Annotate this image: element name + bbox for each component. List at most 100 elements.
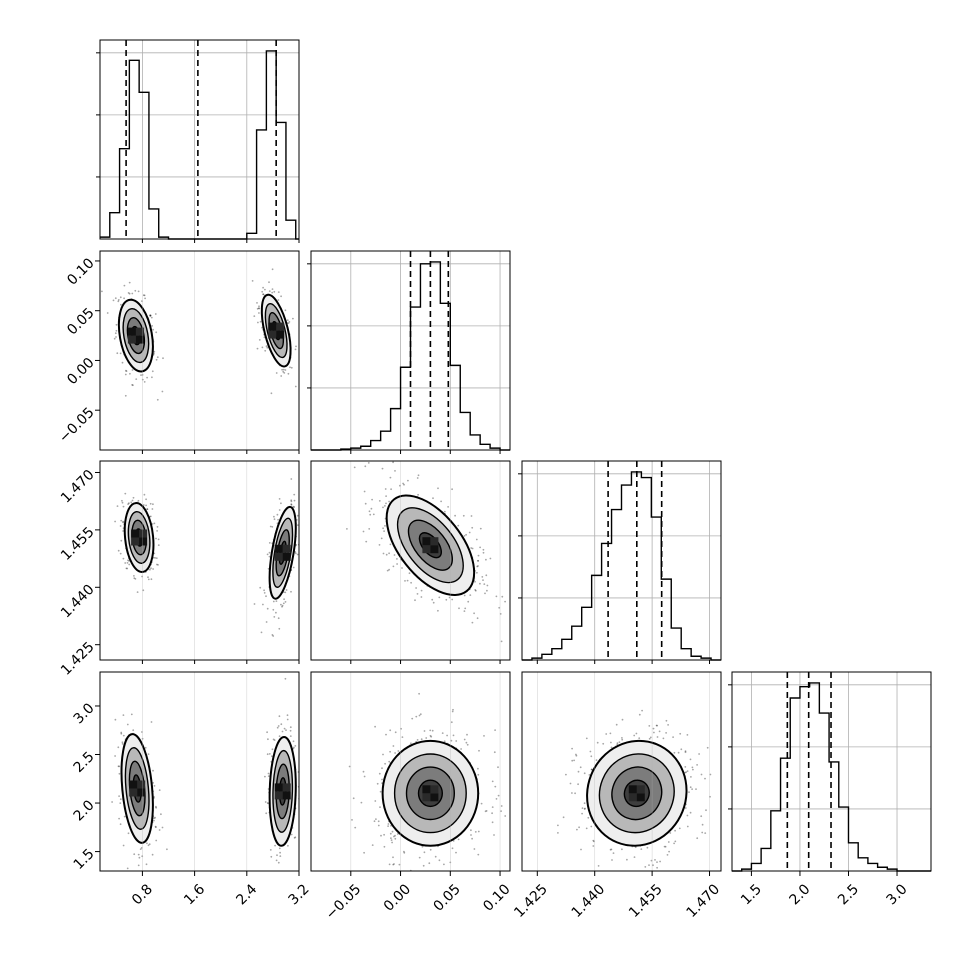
panel-frame (99, 671, 300, 872)
scatter-point (498, 606, 501, 609)
scatter-point (257, 321, 259, 324)
scatter-point (585, 737, 588, 740)
scatter-point (272, 608, 275, 611)
scatter-point (479, 527, 482, 530)
scatter-point (446, 734, 448, 737)
scatter-point (633, 734, 636, 737)
scatter-point (283, 886, 285, 888)
density-bin (274, 552, 283, 561)
scatter-point (296, 514, 299, 517)
density-bin (139, 529, 148, 538)
scatter-point (373, 820, 376, 823)
panel-frame (99, 39, 300, 240)
scatter-point (293, 746, 295, 749)
scatter-point (292, 740, 295, 743)
scatter-point (138, 856, 141, 859)
scatter-point (396, 563, 398, 565)
scatter-point (119, 525, 122, 527)
scatter-point (640, 848, 643, 850)
scatter-point (466, 733, 468, 736)
scatter-point (153, 350, 156, 353)
scatter-point (415, 715, 418, 718)
scatter-point (480, 802, 483, 805)
density-bin (135, 335, 144, 344)
scatter-point (494, 729, 496, 731)
scatter-point (122, 505, 125, 508)
scatter-point (157, 544, 160, 546)
scatter-point (257, 307, 260, 309)
scatter-point (610, 741, 612, 744)
scatter-point (362, 530, 365, 533)
scatter-point (294, 348, 297, 351)
scatter-point (434, 855, 437, 858)
scatter-point (276, 854, 278, 857)
scatter-point (653, 731, 655, 734)
scatter-point (468, 531, 471, 534)
scatter-point (381, 467, 384, 470)
scatter-point (143, 493, 146, 496)
panel-content (346, 461, 506, 643)
scatter-point (145, 498, 148, 501)
scatter-point (504, 600, 506, 603)
scatter-point (147, 753, 150, 755)
scatter-point (667, 841, 670, 843)
scatter-point (581, 812, 583, 815)
scatter-point (666, 854, 669, 856)
density-bin (430, 793, 439, 802)
scatter-point (609, 732, 612, 735)
density-bin (127, 327, 136, 336)
x-tick-label: 2.4 (233, 881, 260, 908)
scatter-point (277, 299, 280, 301)
scatter-point (474, 580, 476, 583)
scatter-point (691, 766, 694, 769)
scatter-point (473, 612, 475, 615)
density-bin (131, 529, 140, 538)
scatter-point (126, 562, 129, 564)
scatter-point (122, 734, 125, 737)
scatter-point (284, 369, 287, 371)
scatter-point (475, 538, 478, 541)
scatter-point (517, 844, 519, 846)
scatter-point (618, 875, 620, 877)
scatter-point (360, 801, 363, 804)
scatter-point (415, 587, 417, 589)
scatter-point (160, 813, 162, 816)
scatter-point (677, 751, 680, 754)
scatter-point (392, 461, 394, 464)
scatter-point (136, 591, 139, 593)
scatter-point (610, 848, 613, 851)
density-bin (430, 537, 439, 546)
scatter-point (592, 839, 595, 842)
scatter-point (575, 753, 577, 756)
density-bin (137, 780, 146, 789)
scatter-point (652, 727, 655, 730)
scatter-point (145, 504, 148, 507)
scatter-point (119, 798, 122, 801)
scatter-point (379, 790, 382, 793)
scatter-point (621, 737, 623, 739)
scatter-point (294, 552, 297, 555)
scatter-point (389, 750, 391, 753)
scatter-point (389, 729, 392, 732)
scatter-point (266, 802, 269, 804)
scatter-point (278, 715, 281, 718)
scatter-point (277, 617, 280, 620)
scatter-point (290, 503, 293, 506)
scatter-point (121, 361, 124, 364)
scatter-point (141, 575, 144, 578)
scatter-point (583, 808, 586, 810)
scatter-point (474, 831, 477, 833)
scatter-point (583, 772, 586, 775)
y-tick-label: 1.470 (58, 467, 98, 507)
scatter-point (154, 313, 157, 315)
scatter-point (658, 730, 661, 733)
scatter-point (133, 577, 136, 579)
scatter-point (130, 713, 133, 716)
scatter-point (368, 510, 371, 513)
scatter-point (259, 586, 262, 589)
scatter-point (258, 339, 261, 341)
scatter-point (283, 372, 286, 374)
scatter-point (125, 567, 128, 570)
scatter-point (451, 488, 453, 491)
scatter-point (420, 589, 423, 592)
